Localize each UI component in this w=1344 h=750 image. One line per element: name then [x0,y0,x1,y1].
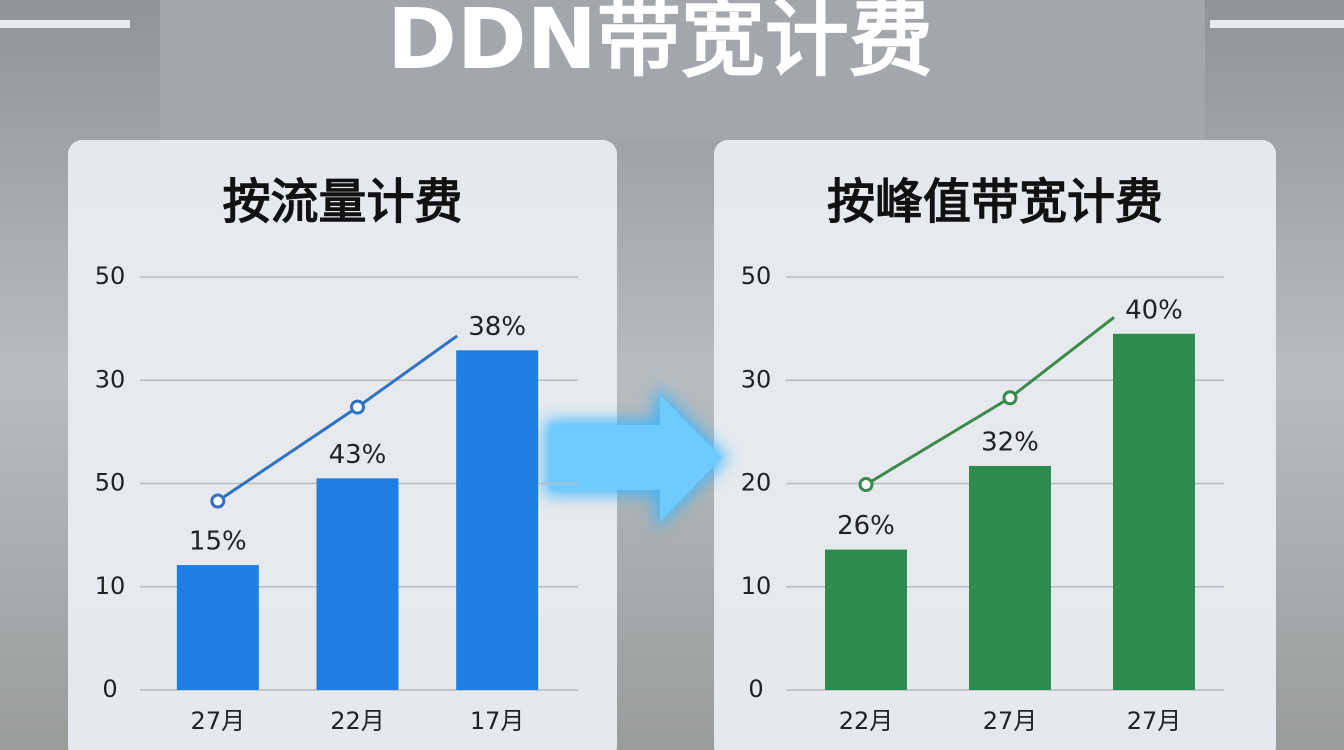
bar [825,549,907,690]
y-tick-label: 30 [741,365,772,393]
x-tick-label: 27月 [983,707,1038,735]
y-tick-label: 50 [741,262,772,290]
x-tick-label: 22月 [839,707,894,735]
ceiling-panel [160,0,1205,140]
y-tick-label: 10 [741,572,772,600]
x-tick-label: 22月 [330,707,385,735]
x-tick-label: 27月 [1127,707,1182,735]
bar [176,565,259,690]
x-tick-label: 27月 [191,707,246,735]
arrow [545,385,728,530]
annotation: 43% [329,440,387,470]
ceiling-light [1210,20,1344,28]
line-marker [1002,390,1018,406]
bar [1113,333,1195,690]
bar [969,465,1051,690]
line-marker [210,493,226,509]
y-tick-label: 0 [748,675,763,703]
y-tick-label: 0 [102,675,117,703]
line-marker [858,477,874,493]
annotation: 40% [1125,295,1183,325]
chart-title: 按流量计费 [222,174,462,230]
annotation: 32% [981,427,1039,457]
x-tick-label: 17月 [470,707,525,735]
annotation: 15% [189,527,247,557]
line-marker [350,399,365,415]
annotation: 26% [837,511,895,541]
y-tick-label: 50 [95,469,126,497]
bar [456,350,539,690]
y-tick-label: 30 [95,365,126,393]
chart-title: 按峰值带宽计费 [827,174,1163,230]
page-title: DDN带宽计费 [387,0,933,88]
bar [316,478,399,690]
y-tick-label: 20 [741,469,772,497]
annotation: 38% [468,312,526,342]
y-tick-label: 10 [95,572,126,600]
y-tick-label: 50 [95,262,126,290]
ceiling-light [0,20,130,28]
